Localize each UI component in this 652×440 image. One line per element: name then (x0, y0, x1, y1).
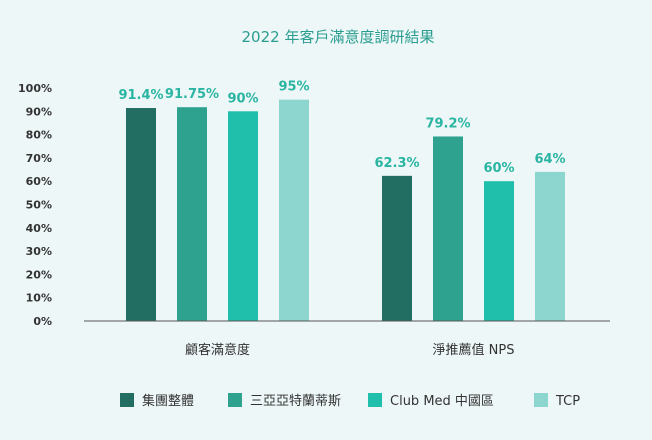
bar (126, 108, 156, 322)
legend-label: Club Med 中國區 (390, 394, 494, 409)
legend-label: 集團整體 (142, 393, 194, 409)
chart-title: 2022 年客戶滿意度調研結果 (242, 28, 435, 46)
bar (535, 171, 565, 321)
legend-swatch (120, 393, 134, 407)
data-label: 95% (278, 80, 309, 95)
data-label: 91.75% (165, 87, 219, 102)
y-tick-label: 20% (26, 268, 52, 281)
x-category-label: 顧客滿意度 (185, 342, 250, 358)
y-tick-label: 10% (26, 292, 52, 305)
y-tick-label: 30% (26, 245, 52, 258)
legend-label: 三亞亞特蘭蒂斯 (250, 393, 341, 409)
bar (433, 136, 463, 321)
data-label: 90% (227, 91, 258, 106)
y-tick-label: 80% (26, 129, 52, 142)
bar (177, 107, 207, 321)
y-tick-label: 60% (26, 175, 52, 188)
data-label: 64% (534, 152, 565, 167)
bar (279, 99, 309, 322)
x-category-label: 淨推薦值 NPS (433, 342, 515, 358)
bar-group (126, 99, 565, 322)
y-tick-label: 100% (18, 82, 52, 95)
y-tick-label: 70% (26, 152, 52, 165)
y-tick-label: 50% (26, 199, 52, 212)
data-label: 91.4% (118, 88, 163, 103)
y-tick-label: 90% (26, 105, 52, 118)
x-axis-categories: 顧客滿意度 淨推薦值 NPS (185, 342, 514, 358)
legend-swatch (368, 393, 382, 407)
y-axis: 0% 10% 20% 30% 40% 50% 60% 70% 80% 90% 100% (18, 82, 52, 328)
y-tick-label: 0% (33, 315, 52, 328)
bar (484, 181, 514, 321)
bar (228, 111, 258, 321)
bar (382, 175, 412, 321)
legend-label: TCP (555, 394, 580, 409)
data-label: 60% (483, 161, 514, 176)
y-tick-label: 40% (26, 222, 52, 235)
data-label: 62.3% (374, 156, 419, 171)
data-labels: 91.4% 62.3% 91.75% 79.2% 90% 60% 95% 64% (118, 80, 565, 177)
data-label: 79.2% (425, 116, 470, 131)
legend: 集團整體 三亞亞特蘭蒂斯 Club Med 中國區 TCP (120, 393, 580, 409)
legend-swatch (534, 393, 548, 407)
legend-swatch (228, 393, 242, 407)
